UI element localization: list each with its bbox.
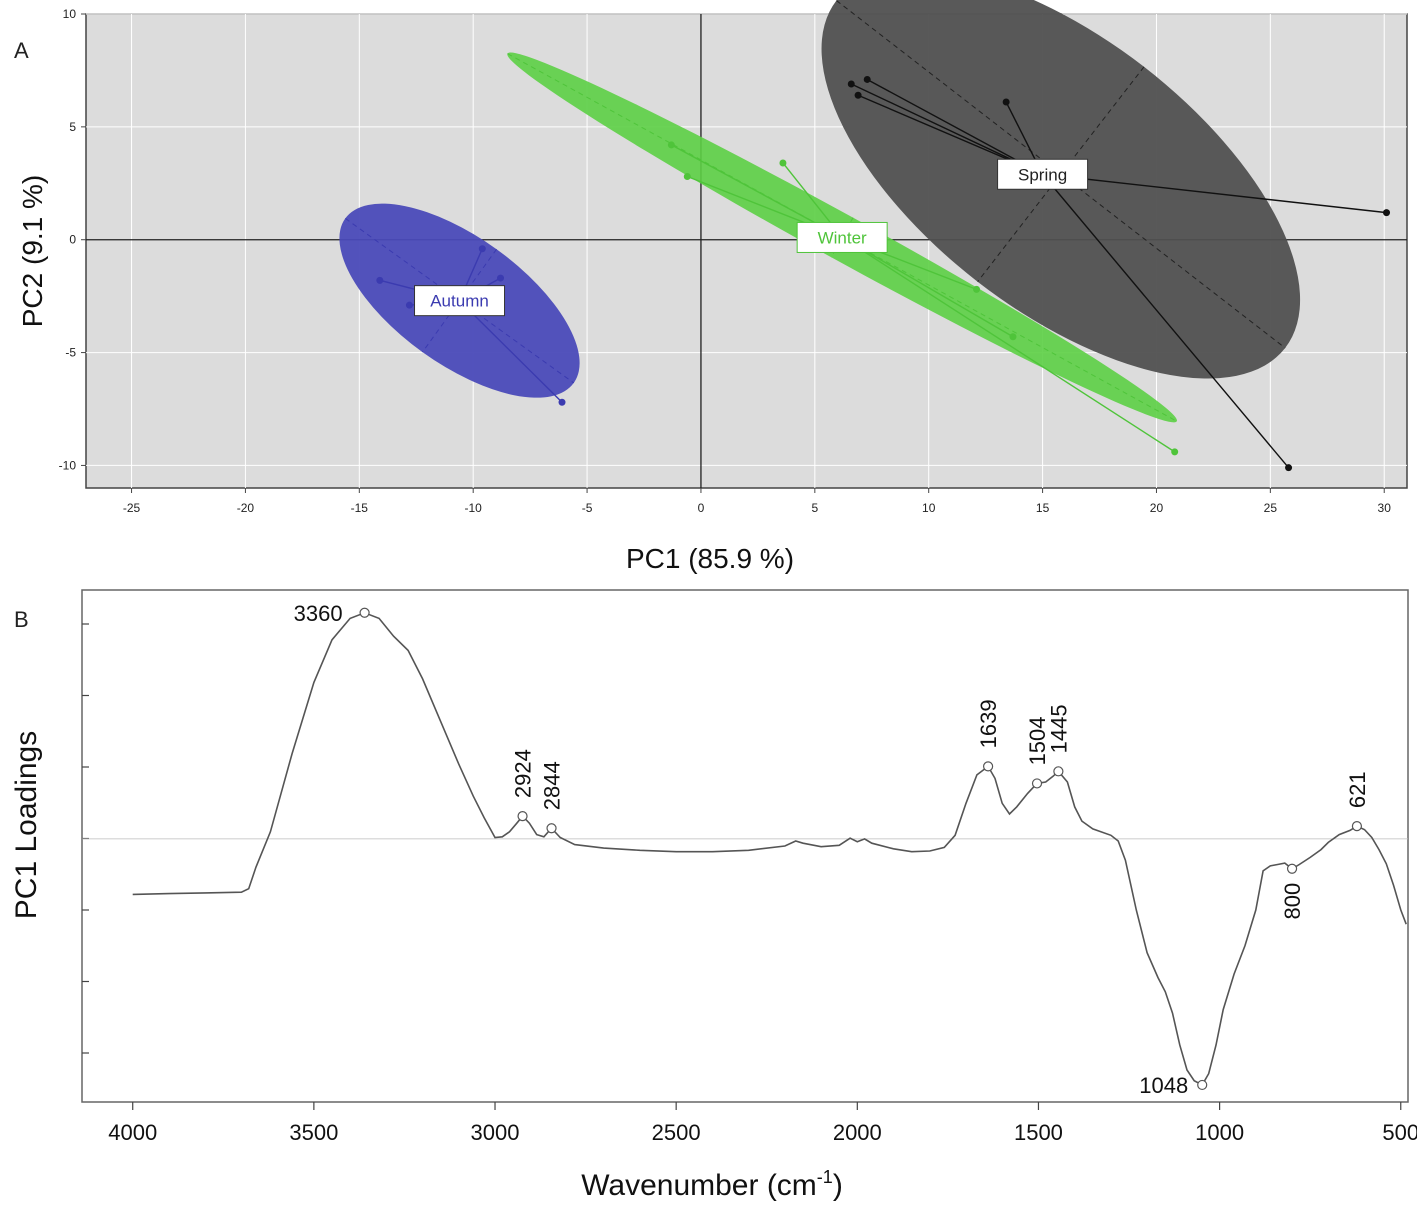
label-box-autumn	[414, 285, 506, 317]
x-tick-label: 3000	[471, 1120, 520, 1145]
label-box-winter	[796, 221, 888, 253]
x-tick-label: 500	[1382, 1120, 1417, 1145]
group-spring: Spring	[821, 0, 1391, 472]
star-line-spring	[1042, 173, 1387, 214]
pca-axes: -25 -20 -15 -10 -5 0 5 10 15 20 25 30 -10 -5 0 5 10	[59, 7, 1407, 515]
x-tick-label: 4000	[108, 1120, 157, 1145]
x-tick-label: -20	[237, 501, 255, 515]
point-autumn	[497, 274, 505, 282]
point-spring	[847, 80, 855, 88]
peak-marker	[982, 761, 994, 772]
peak-marker	[1053, 766, 1064, 777]
y-tick-label: 0	[69, 233, 76, 247]
panel-label-b: B	[14, 607, 29, 632]
point-autumn	[405, 301, 413, 309]
peak-label: 800	[1280, 883, 1305, 920]
label-spring: Spring	[1018, 165, 1067, 184]
peak-label: 2924	[511, 749, 536, 798]
loadings-y-axis-label: PC1 Loadings	[10, 731, 43, 919]
label-autumn: Autumn	[430, 292, 489, 311]
peak-marker	[1286, 863, 1298, 874]
x-tick-label: 3500	[289, 1120, 338, 1145]
point-autumn	[558, 398, 566, 406]
star-line-spring	[866, 78, 1043, 175]
pca-groups: Autumn Winter Spring	[339, 0, 1391, 472]
point-autumn	[478, 245, 486, 253]
x-tick-label: -25	[123, 501, 141, 515]
loadings-series	[132, 611, 1407, 1086]
loadings-axes: 4000 3500 3000 2500 2000 1500 1000 500	[82, 623, 1417, 1145]
x-tick-label: 20	[1150, 501, 1164, 515]
x-tick-label: 30	[1378, 501, 1392, 515]
point-spring	[1002, 98, 1010, 106]
ellipse-major-axis-autumn	[344, 217, 575, 384]
x-label-main: Wavenumber (cm	[581, 1169, 817, 1202]
peak-marker	[359, 607, 370, 618]
star-line-winter	[841, 236, 1176, 453]
peak-marker	[1031, 778, 1043, 789]
panel-label-a: A	[14, 38, 29, 63]
peak-label: 2844	[540, 761, 565, 810]
pca-score-plot: -25 -20 -15 -10 -5 0 5 10 15 20 25 30 -10 -5 0 5 10 Autu…	[17, 0, 1408, 574]
x-tick-label: 10	[922, 501, 936, 515]
x-tick-label: -5	[582, 501, 593, 515]
x-tick-label: 15	[1036, 501, 1050, 515]
point-spring	[863, 75, 871, 83]
point-winter	[973, 285, 981, 293]
peak-label: 1639	[976, 699, 1001, 748]
x-tick-label: 5	[811, 501, 818, 515]
loadings-plot-frame	[81, 589, 1409, 1103]
point-autumn	[376, 276, 384, 284]
y-tick-label: -5	[65, 346, 76, 360]
peak-marker	[546, 823, 557, 834]
star-line-spring	[1042, 173, 1290, 469]
pca-x-axis-label: PC1 (85.9 %)	[626, 543, 794, 574]
x-tick-label: 25	[1264, 501, 1278, 515]
loadings-x-axis-label: Wavenumber (cm-1)	[581, 1167, 843, 1202]
x-tick-label: 2500	[652, 1120, 701, 1145]
label-winter: Winter	[818, 228, 867, 247]
loadings-plot: 4000 3500 3000 2500 2000 1500 1000 500 3360 2924…	[10, 589, 1417, 1202]
point-winter	[1171, 448, 1179, 456]
x-tick-label: -15	[351, 501, 369, 515]
peak-label: 3360	[294, 601, 343, 626]
pca-y-axis-label: PC2 (9.1 %)	[17, 175, 48, 328]
peak-marker	[1197, 1079, 1208, 1091]
x-tick-label: 1500	[1014, 1120, 1063, 1145]
point-winter	[667, 141, 675, 149]
point-spring	[1285, 464, 1293, 472]
point-winter	[779, 159, 787, 167]
peak-label: 1504	[1025, 716, 1050, 765]
y-tick-label: 10	[63, 7, 77, 21]
peak-label: 1048	[1139, 1073, 1188, 1098]
group-winter: Winter	[507, 52, 1179, 456]
star-line-autumn	[459, 300, 563, 403]
point-winter	[1009, 333, 1017, 341]
peak-label: 1445	[1046, 704, 1071, 753]
loadings-line	[132, 611, 1407, 1086]
point-spring	[1383, 209, 1391, 217]
x-label-end: )	[833, 1169, 843, 1202]
y-tick-label: -10	[59, 458, 77, 472]
y-tick-label: 5	[69, 120, 76, 134]
x-tick-label: -10	[465, 501, 483, 515]
label-box-spring	[997, 158, 1089, 190]
x-tick-label: 1000	[1195, 1120, 1244, 1145]
peak-marker	[517, 811, 528, 822]
point-winter	[683, 173, 691, 181]
peak-label: 621	[1345, 771, 1370, 808]
x-tick-label: 2000	[833, 1120, 882, 1145]
point-spring	[854, 91, 862, 99]
group-autumn: Autumn	[339, 203, 580, 406]
peak-marker	[1351, 820, 1363, 832]
star-line-winter	[841, 236, 1014, 338]
x-tick-label: 0	[698, 501, 705, 515]
x-label-superscript: -1	[817, 1167, 833, 1187]
